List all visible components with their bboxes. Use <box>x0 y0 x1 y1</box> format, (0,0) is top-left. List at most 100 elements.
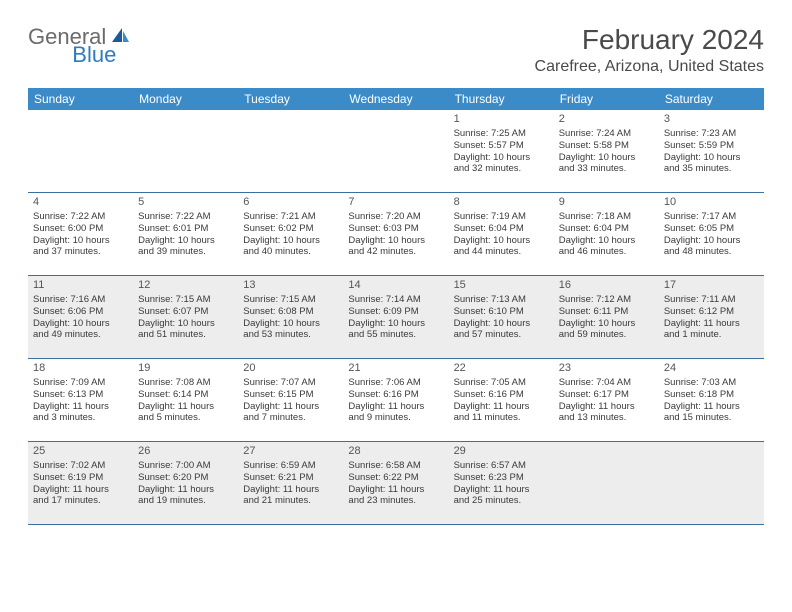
daylight2-text: and 5 minutes. <box>138 412 233 424</box>
day-number: 15 <box>454 279 549 293</box>
daylight2-text: and 3 minutes. <box>33 412 128 424</box>
day-cell: 1Sunrise: 7:25 AMSunset: 5:57 PMDaylight… <box>449 110 554 192</box>
day-number: 14 <box>348 279 443 293</box>
sunset-text: Sunset: 6:00 PM <box>33 223 128 235</box>
daylight1-text: Daylight: 10 hours <box>33 235 128 247</box>
daylight1-text: Daylight: 11 hours <box>243 484 338 496</box>
sunset-text: Sunset: 6:20 PM <box>138 472 233 484</box>
daylight2-text: and 7 minutes. <box>243 412 338 424</box>
sunrise-text: Sunrise: 7:14 AM <box>348 294 443 306</box>
daylight1-text: Daylight: 10 hours <box>454 152 549 164</box>
day-number: 3 <box>664 113 759 127</box>
day-number: 10 <box>664 196 759 210</box>
daylight1-text: Daylight: 11 hours <box>664 401 759 413</box>
day-cell <box>554 442 659 524</box>
week-row: 4Sunrise: 7:22 AMSunset: 6:00 PMDaylight… <box>28 193 764 276</box>
sunset-text: Sunset: 6:15 PM <box>243 389 338 401</box>
daylight1-text: Daylight: 11 hours <box>348 401 443 413</box>
day-number: 27 <box>243 445 338 459</box>
calendar-grid: Sunday Monday Tuesday Wednesday Thursday… <box>28 88 764 525</box>
daylight1-text: Daylight: 11 hours <box>243 401 338 413</box>
sunrise-text: Sunrise: 7:15 AM <box>243 294 338 306</box>
sunset-text: Sunset: 6:21 PM <box>243 472 338 484</box>
week-row: 11Sunrise: 7:16 AMSunset: 6:06 PMDayligh… <box>28 276 764 359</box>
sunset-text: Sunset: 5:57 PM <box>454 140 549 152</box>
day-number: 20 <box>243 362 338 376</box>
day-number: 16 <box>559 279 654 293</box>
sunrise-text: Sunrise: 7:06 AM <box>348 377 443 389</box>
daylight1-text: Daylight: 10 hours <box>348 235 443 247</box>
day-cell: 24Sunrise: 7:03 AMSunset: 6:18 PMDayligh… <box>659 359 764 441</box>
month-title: February 2024 <box>535 24 764 56</box>
sunrise-text: Sunrise: 7:22 AM <box>138 211 233 223</box>
daylight1-text: Daylight: 11 hours <box>454 401 549 413</box>
daylight2-text: and 51 minutes. <box>138 329 233 341</box>
daylight1-text: Daylight: 10 hours <box>243 235 338 247</box>
sunrise-text: Sunrise: 7:21 AM <box>243 211 338 223</box>
sunset-text: Sunset: 6:12 PM <box>664 306 759 318</box>
daylight1-text: Daylight: 11 hours <box>454 484 549 496</box>
day-cell: 27Sunrise: 6:59 AMSunset: 6:21 PMDayligh… <box>238 442 343 524</box>
day-header-cell: Thursday <box>449 88 554 110</box>
day-cell: 23Sunrise: 7:04 AMSunset: 6:17 PMDayligh… <box>554 359 659 441</box>
day-cell: 22Sunrise: 7:05 AMSunset: 6:16 PMDayligh… <box>449 359 554 441</box>
daylight2-text: and 46 minutes. <box>559 246 654 258</box>
daylight2-text: and 57 minutes. <box>454 329 549 341</box>
daylight2-text: and 21 minutes. <box>243 495 338 507</box>
day-cell: 8Sunrise: 7:19 AMSunset: 6:04 PMDaylight… <box>449 193 554 275</box>
daylight1-text: Daylight: 10 hours <box>243 318 338 330</box>
sunset-text: Sunset: 6:06 PM <box>33 306 128 318</box>
daylight1-text: Daylight: 10 hours <box>559 318 654 330</box>
daylight2-text: and 37 minutes. <box>33 246 128 258</box>
daylight2-text: and 9 minutes. <box>348 412 443 424</box>
sunset-text: Sunset: 6:08 PM <box>243 306 338 318</box>
day-cell <box>133 110 238 192</box>
daylight1-text: Daylight: 11 hours <box>138 401 233 413</box>
day-number: 22 <box>454 362 549 376</box>
week-row: 18Sunrise: 7:09 AMSunset: 6:13 PMDayligh… <box>28 359 764 442</box>
sunset-text: Sunset: 6:23 PM <box>454 472 549 484</box>
daylight2-text: and 48 minutes. <box>664 246 759 258</box>
daylight2-text: and 17 minutes. <box>33 495 128 507</box>
day-number: 23 <box>559 362 654 376</box>
daylight1-text: Daylight: 11 hours <box>138 484 233 496</box>
sunrise-text: Sunrise: 7:05 AM <box>454 377 549 389</box>
daylight2-text: and 42 minutes. <box>348 246 443 258</box>
sunrise-text: Sunrise: 7:22 AM <box>33 211 128 223</box>
day-number: 2 <box>559 113 654 127</box>
daylight1-text: Daylight: 11 hours <box>559 401 654 413</box>
daylight2-text: and 11 minutes. <box>454 412 549 424</box>
daylight1-text: Daylight: 10 hours <box>664 152 759 164</box>
sunrise-text: Sunrise: 7:08 AM <box>138 377 233 389</box>
sunrise-text: Sunrise: 7:18 AM <box>559 211 654 223</box>
daylight1-text: Daylight: 10 hours <box>559 152 654 164</box>
day-number: 28 <box>348 445 443 459</box>
day-number: 21 <box>348 362 443 376</box>
day-number: 13 <box>243 279 338 293</box>
day-header-cell: Tuesday <box>238 88 343 110</box>
daylight2-text: and 25 minutes. <box>454 495 549 507</box>
day-number: 1 <box>454 113 549 127</box>
day-number: 6 <box>243 196 338 210</box>
sunset-text: Sunset: 6:22 PM <box>348 472 443 484</box>
daylight1-text: Daylight: 11 hours <box>33 484 128 496</box>
sunrise-text: Sunrise: 7:11 AM <box>664 294 759 306</box>
sunrise-text: Sunrise: 7:04 AM <box>559 377 654 389</box>
day-cell: 19Sunrise: 7:08 AMSunset: 6:14 PMDayligh… <box>133 359 238 441</box>
sunrise-text: Sunrise: 7:02 AM <box>33 460 128 472</box>
daylight1-text: Daylight: 10 hours <box>454 318 549 330</box>
sunrise-text: Sunrise: 7:00 AM <box>138 460 233 472</box>
day-number: 9 <box>559 196 654 210</box>
week-row: 1Sunrise: 7:25 AMSunset: 5:57 PMDaylight… <box>28 110 764 193</box>
sunset-text: Sunset: 6:16 PM <box>348 389 443 401</box>
day-cell: 11Sunrise: 7:16 AMSunset: 6:06 PMDayligh… <box>28 276 133 358</box>
sunrise-text: Sunrise: 6:57 AM <box>454 460 549 472</box>
sunset-text: Sunset: 6:13 PM <box>33 389 128 401</box>
day-cell: 14Sunrise: 7:14 AMSunset: 6:09 PMDayligh… <box>343 276 448 358</box>
day-cell: 20Sunrise: 7:07 AMSunset: 6:15 PMDayligh… <box>238 359 343 441</box>
day-number: 24 <box>664 362 759 376</box>
daylight2-text: and 23 minutes. <box>348 495 443 507</box>
sunrise-text: Sunrise: 6:58 AM <box>348 460 443 472</box>
day-header-cell: Monday <box>133 88 238 110</box>
daylight1-text: Daylight: 11 hours <box>664 318 759 330</box>
